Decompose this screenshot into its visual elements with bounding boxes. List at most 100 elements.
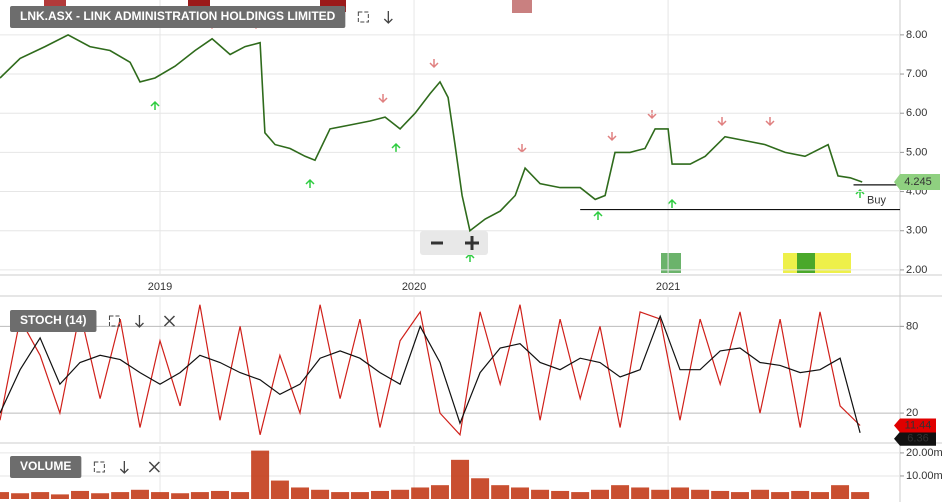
value-tag-label: 6.36: [907, 433, 928, 445]
volume-bar: [311, 489, 330, 499]
volume-bar: [210, 490, 229, 499]
panel-title: LNK.ASX - LINK ADMINISTRATION HOLDINGS L…: [20, 9, 336, 23]
volume-bar: [331, 492, 350, 499]
x-tick-label: 2020: [402, 281, 426, 293]
volume-bar: [391, 489, 410, 499]
y-tick-label: 8.00: [906, 29, 927, 41]
volume-bar: [771, 492, 790, 499]
volume-bar: [591, 489, 609, 499]
volume-bar: [831, 485, 850, 499]
volume-bar: [611, 485, 630, 499]
volume-bar: [91, 493, 110, 499]
volume-bar: [851, 492, 870, 499]
volume-bar: [791, 490, 810, 499]
volume-bar: [510, 487, 529, 499]
price-tag: [894, 173, 940, 190]
annotation: Buy: [867, 194, 886, 206]
y-tick-label: 10.00m: [906, 470, 942, 482]
y-tick-label: 20: [906, 407, 918, 419]
volume-bar: [671, 487, 690, 499]
volume-bar: [371, 490, 390, 499]
close-icon[interactable]: [148, 461, 160, 473]
price-line: [0, 304, 861, 437]
badge: [797, 253, 815, 273]
volume-bar: [451, 459, 470, 499]
down-arrow: [378, 94, 388, 104]
move-icon[interactable]: [383, 11, 393, 24]
fullscreen-icon[interactable]: [357, 11, 369, 23]
badge: [661, 253, 681, 273]
flag: [512, 0, 532, 13]
price-tag-label: 4.245: [904, 176, 932, 188]
volume-bar: [350, 492, 369, 499]
zoom-controls[interactable]: [420, 231, 488, 255]
volume-bar: [31, 492, 50, 499]
title-box: [10, 456, 82, 478]
volume-bar: [270, 480, 289, 499]
y-tick-label: 80: [906, 320, 918, 332]
y-tick-label: 3.00: [906, 225, 927, 237]
up-arrow: [667, 198, 677, 208]
title-box: [10, 310, 97, 332]
volume-bar: [130, 489, 149, 499]
volume-bar: [251, 450, 270, 499]
volume-bar: [291, 487, 309, 499]
volume-bar: [651, 489, 670, 499]
down-arrow: [717, 117, 727, 127]
fullscreen-icon[interactable]: [108, 315, 120, 327]
overlay: Buy 4.245 LNK.ASX - LINK ADMINISTRATION HO…: [10, 6, 940, 478]
price-line: [0, 33, 863, 233]
down-arrow: [429, 59, 439, 69]
volume-bar: [171, 493, 190, 499]
x-tick-label: 2021: [656, 281, 680, 293]
panel-title: STOCH (14): [20, 313, 86, 327]
volume-bar: [471, 478, 490, 499]
volume-bar: [151, 492, 170, 499]
value-tag-label: 11.44: [905, 419, 932, 431]
y-tick-label: 6.00: [906, 107, 927, 119]
volume-bar: [531, 489, 550, 499]
y-tick-label: 5.00: [906, 146, 927, 158]
volume-bar: [111, 492, 130, 499]
volume-bar: [50, 494, 69, 499]
volume-bar: [190, 492, 209, 499]
volume-bar: [231, 492, 250, 499]
value-tag: [894, 431, 936, 446]
volume-bar: [71, 490, 90, 499]
volume-bar: [571, 492, 590, 499]
volume-bar: [0, 492, 9, 499]
value-tag: [894, 418, 936, 433]
up-arrow: [305, 178, 315, 188]
up-arrow: [593, 210, 603, 220]
volume-bar: [711, 490, 730, 499]
down-arrow: [765, 117, 775, 127]
y-tick-label: 20.00m: [906, 447, 942, 459]
up-arrow: [391, 142, 401, 152]
fullscreen-icon[interactable]: [93, 461, 105, 473]
volume-bar: [730, 492, 749, 499]
volume-bar: [691, 489, 710, 499]
panel-title: VOLUME: [20, 459, 71, 473]
move-icon[interactable]: [119, 461, 129, 474]
badges: [661, 253, 851, 273]
price-line: [0, 314, 861, 433]
volume-bar: [491, 485, 510, 499]
title-box: [10, 6, 346, 28]
volume-bar: [430, 485, 449, 499]
volume-bar: [11, 493, 30, 499]
x-tick-label: 2019: [148, 281, 172, 293]
y-tick-label: 7.00: [906, 68, 927, 80]
zoom-in[interactable]: [465, 236, 479, 250]
volume-bar: [631, 487, 650, 499]
volume-bar: [751, 489, 770, 499]
volume-bar: [810, 492, 829, 499]
close-icon[interactable]: [163, 315, 175, 327]
down-arrow: [647, 110, 657, 120]
volume-bar: [411, 487, 430, 499]
y-tick-label: 2.00: [906, 264, 927, 276]
down-arrow: [607, 132, 617, 142]
move-icon[interactable]: [135, 315, 144, 328]
